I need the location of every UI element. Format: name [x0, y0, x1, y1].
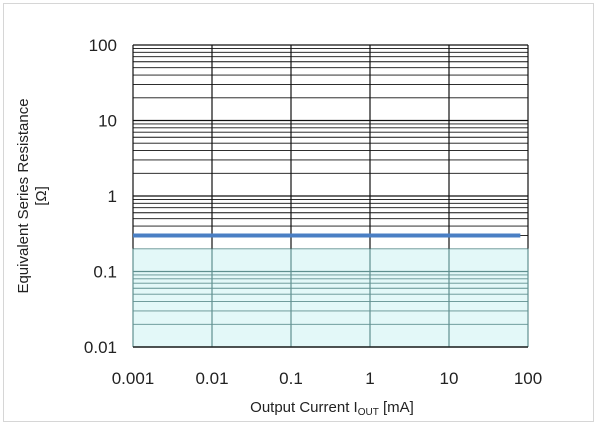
x-tick-label: 0.1	[279, 369, 303, 388]
x-tick-label: 1	[365, 369, 374, 388]
stable-region	[133, 248, 528, 347]
y-axis-label-line-1: Equivalent Series Resistance	[15, 98, 32, 293]
y-axis-label-line-2: [Ω]	[33, 186, 50, 206]
x-axis-label-subscript: OUT	[358, 407, 379, 418]
y-tick-label: 100	[89, 36, 117, 55]
x-tick-label: 0.01	[195, 369, 228, 388]
x-tick-label: 0.001	[112, 369, 155, 388]
y-tick-label: 1	[108, 187, 117, 206]
x-axis-label-suffix: [mA]	[379, 399, 414, 416]
y-tick-label: 0.1	[93, 263, 117, 282]
grid-layer	[132, 44, 529, 348]
x-tick-label: 100	[514, 369, 542, 388]
x-axis-label-main: Output Current I	[250, 399, 358, 416]
tick-label-layer: 0.001 0.01 0.1 1 10 100 0.01 0.1 1 10 100	[84, 36, 542, 388]
stable-region-layer	[133, 248, 528, 347]
y-tick-label: 0.01	[84, 338, 117, 357]
x-tick-label: 10	[440, 369, 459, 388]
x-axis-label: Output Current IOUT [mA]	[250, 399, 414, 418]
y-tick-label: 10	[98, 112, 117, 131]
